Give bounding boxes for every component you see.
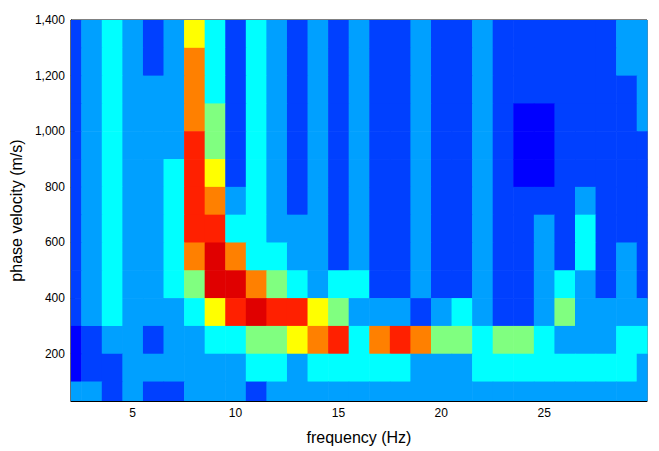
svg-text:5: 5 (129, 406, 136, 420)
svg-text:1,200: 1,200 (35, 69, 65, 83)
svg-text:600: 600 (45, 235, 65, 249)
svg-text:1,400: 1,400 (35, 13, 65, 27)
svg-text:800: 800 (45, 180, 65, 194)
svg-text:phase velocity (m/s): phase velocity (m/s) (8, 139, 25, 281)
svg-text:25: 25 (537, 406, 551, 420)
svg-text:15: 15 (332, 406, 346, 420)
svg-text:10: 10 (229, 406, 243, 420)
svg-text:20: 20 (435, 406, 449, 420)
svg-text:200: 200 (45, 347, 65, 361)
svg-text:400: 400 (45, 291, 65, 305)
svg-text:1,000: 1,000 (35, 124, 65, 138)
svg-text:frequency (Hz): frequency (Hz) (307, 429, 412, 446)
